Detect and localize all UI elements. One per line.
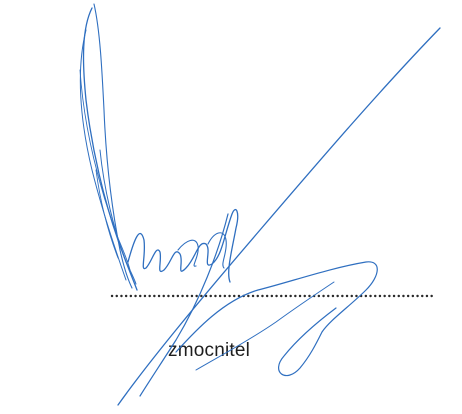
signatory-role-label: zmocnitel	[168, 340, 251, 361]
